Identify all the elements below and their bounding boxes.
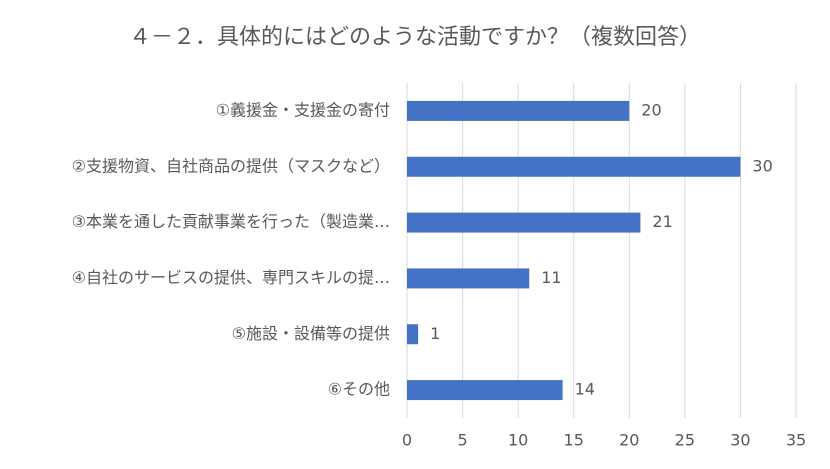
bar [407,380,563,401]
bar [407,324,419,345]
x-tick-label: 30 [730,431,750,450]
x-tick-label: 0 [402,431,412,450]
value-label: 11 [541,268,561,287]
value-label: 21 [652,212,672,231]
y-tick-label: ①義援金・支援金の寄付 [216,100,390,119]
y-tick-label: ②支援物資、自社商品の提供（マスクなど） [72,156,390,175]
x-tick-label: 25 [675,431,695,450]
bar [407,212,641,233]
y-tick-label: ④自社のサービスの提供、専門スキルの提… [72,268,390,287]
value-label: 30 [752,156,772,175]
value-label: 1 [430,324,440,343]
x-tick-label: 10 [508,431,528,450]
value-label: 14 [575,380,595,399]
y-tick-label: ③本業を通した貢献事業を行った（製造業… [72,212,390,231]
value-label: 20 [641,100,661,119]
x-tick-label: 20 [619,431,639,450]
bar [407,156,741,177]
x-tick-label: 35 [786,431,806,450]
bar [407,268,530,289]
x-tick-label: 5 [457,431,467,450]
y-tick-label: ⑥その他 [328,380,390,399]
x-tick-label: 15 [564,431,584,450]
bar [407,100,630,121]
chart-title: ４－２．具体的にはどのような活動ですか？（複数回答） [129,25,701,50]
y-tick-label: ⑤施設・設備等の提供 [232,324,390,343]
